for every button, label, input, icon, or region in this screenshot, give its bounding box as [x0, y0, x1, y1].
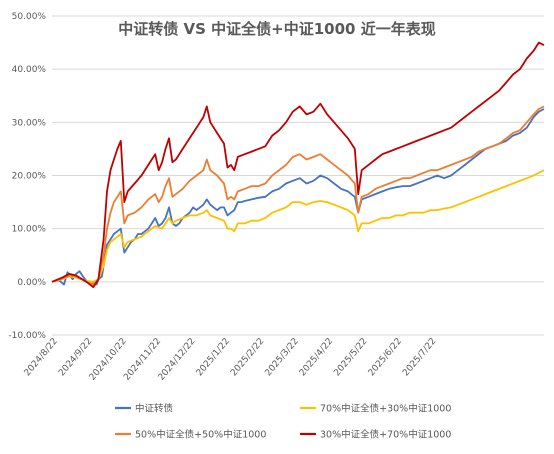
x-tick-label: 2025/2/22	[229, 337, 266, 379]
chart-title: 中证转债 VS 中证全债+中证1000 近一年表现	[118, 20, 435, 38]
x-tick: 2025/2/22	[229, 337, 266, 379]
y-tick-label: -10.00%	[8, 331, 46, 341]
x-tick: 2024/9/22	[57, 337, 94, 379]
legend-label: 30%中证全债+70%中证1000	[320, 429, 451, 441]
x-tick-label: 2025/6/22	[367, 337, 404, 379]
series-line-2	[51, 169, 545, 283]
y-tick-label: 10.00%	[12, 225, 47, 235]
x-tick: 2025/6/22	[367, 337, 404, 379]
x-tick: 2025/7/22	[401, 337, 438, 379]
legend-item: 中证转债	[115, 403, 174, 415]
legend-label: 50%中证全债+50%中证1000	[135, 429, 266, 441]
series-line-4	[51, 41, 545, 288]
y-tick-label: 20.00%	[12, 172, 47, 182]
y-axis-ticks: 50.00% 40.00% 30.00% 20.00% 10.00% 0.00% -10.0…	[8, 12, 46, 341]
x-tick-label: 2025/4/22	[298, 337, 335, 379]
gridlines	[52, 15, 544, 336]
x-tick-label: 2025/5/22	[332, 337, 369, 379]
x-tick: 2025/3/22	[264, 337, 301, 379]
x-tick-label: 2025/3/22	[264, 337, 301, 379]
y-tick-label: 30.00%	[12, 118, 47, 128]
y-tick-label: 40.00%	[12, 65, 47, 75]
y-tick-label: 0.00%	[17, 278, 46, 288]
series-lines	[51, 41, 545, 288]
legend-item: 50%中证全债+50%中证1000	[115, 429, 266, 441]
legend-item: 30%中证全债+70%中证1000	[300, 429, 451, 441]
x-tick-label: 2024/8/22	[23, 337, 60, 379]
legend: 中证转债 70%中证全债+30%中证1000 50%中证全债+50%中证1000 30…	[115, 403, 451, 441]
x-tick: 2025/1/22	[195, 337, 232, 379]
x-tick-label: 2025/7/22	[401, 337, 438, 379]
y-tick-label: 50.00%	[12, 12, 47, 22]
x-tick: 2025/4/22	[298, 337, 335, 379]
legend-label: 70%中证全债+30%中证1000	[320, 403, 451, 415]
series-line-1	[51, 108, 545, 286]
legend-item: 70%中证全债+30%中证1000	[300, 403, 451, 415]
x-tick-label: 2025/1/22	[195, 337, 232, 379]
legend-label: 中证转债	[135, 403, 174, 415]
x-axis-ticks: 2024/8/222024/9/222024/10/222024/11/2220…	[23, 337, 439, 383]
x-tick: 2024/8/22	[23, 337, 60, 379]
x-tick-label: 2024/9/22	[57, 337, 94, 379]
series-line-3	[51, 105, 545, 286]
x-tick: 2025/5/22	[332, 337, 369, 379]
